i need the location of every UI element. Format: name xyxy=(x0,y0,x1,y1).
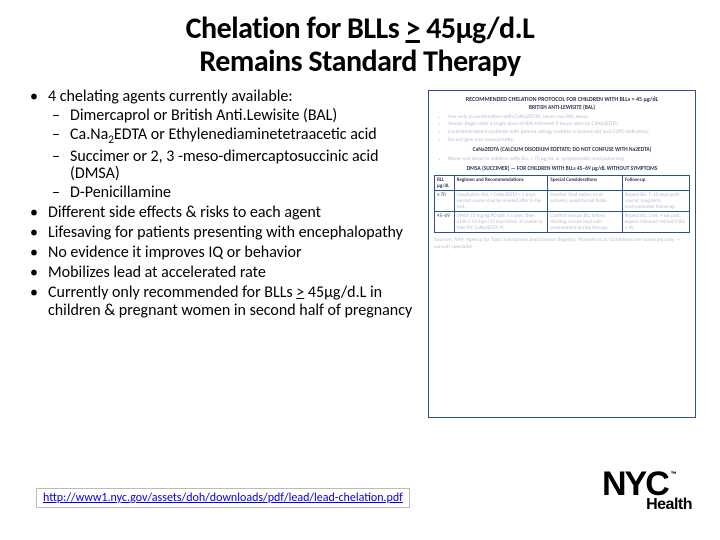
logo-nyc-text: NYC xyxy=(602,471,668,498)
title-line2: Remains Standard Therapy xyxy=(199,43,520,80)
sub-1b-post: EDTA or Ethylenediaminetetraacetic acid xyxy=(114,125,377,144)
sub-list-1: Dimercaprol or British Anti.Lewisite (BA… xyxy=(48,107,422,202)
sub-1b: Ca.Na2EDTA or Ethylenediaminetetraacetic… xyxy=(48,126,422,147)
nyc-health-logo: NYC ™ Health xyxy=(602,470,692,520)
bullet-2: Different side effects & risks to each a… xyxy=(24,204,422,222)
bullet-5: Mobilizes lead at accelerated rate xyxy=(24,264,422,282)
pn1-1: Always begin with a single dose of BAL f… xyxy=(448,121,686,128)
bullet-3: Lifesaving for patients presenting with … xyxy=(24,224,422,242)
bullet-1: 4 chelating agents currently available: … xyxy=(24,88,422,202)
pn2-0: Never use alone in children with BLL ≥ 7… xyxy=(448,156,686,163)
protocol-sub3: DMSA (SUCCIMER) — FOR CHILDREN WITH BLLs… xyxy=(434,166,690,173)
pn1-2: Contraindicated in patients with peanut … xyxy=(448,129,686,136)
logo-tm: ™ xyxy=(671,470,677,480)
table-header-row: BLL µg/dL Regimen and Recommendations Sp… xyxy=(435,175,690,190)
source-link[interactable]: http://www1.nyc.gov/assets/doh/downloads… xyxy=(36,488,410,508)
td-00: ≥ 70 xyxy=(435,190,455,211)
sub-1b-pre: Ca.Na xyxy=(70,125,108,144)
td-11: DMSA 10 mg/kg PO q8h × 5 days, then q12h… xyxy=(454,211,548,232)
bullet-4: No evidence it improves IQ or behavior xyxy=(24,244,422,262)
sub-1a: Dimercaprol or British Anti.Lewisite (BA… xyxy=(48,107,422,125)
th-3: Follow-up xyxy=(622,175,689,190)
protocol-document: RECOMMENDED CHELATION PROTOCOL FOR CHILD… xyxy=(428,90,696,418)
slide: Chelation for BLLs > 45µg/d.L Remains St… xyxy=(0,0,720,540)
content-row: 4 chelating agents currently available: … xyxy=(24,88,696,418)
th-0: BLL µg/dL xyxy=(435,175,455,190)
protocol-sub2: CaNa2EDTA (CALCIUM DISODIUM EDETATE; DO … xyxy=(434,147,690,154)
pn1-3: Do not give iron concurrently. xyxy=(448,137,686,144)
td-03: Repeat BLL 7–10 days post-course; long-t… xyxy=(622,190,689,211)
bullet-6: Currently only recommended for BLLs > 45… xyxy=(24,284,422,320)
protocol-sub1: BRITISH ANTI-LEWISITE (BAL) xyxy=(434,105,690,112)
td-01: Hospitalize; BAL + CaNa2EDTA × 5 days; s… xyxy=(454,190,548,211)
td-02: Monitor fluid status; treat seizures; av… xyxy=(548,190,622,211)
protocol-table: BLL µg/dL Regimen and Recommendations Sp… xyxy=(434,175,690,233)
th-1: Regimen and Recommendations xyxy=(454,175,548,190)
protocol-footnote: Sources: AAP; Agency for Toxic Substance… xyxy=(434,237,690,250)
td-12: Confirm venous BLL before starting; ensu… xyxy=(548,211,622,232)
title-ge: > xyxy=(405,10,419,47)
th-2: Special Considerations xyxy=(548,175,622,190)
pn1-0: Use only in combination with CaNa2EDTA; … xyxy=(448,114,686,121)
title-line1b: 45µg/d.L xyxy=(420,10,534,47)
slide-title: Chelation for BLLs > 45µg/d.L Remains St… xyxy=(24,12,696,78)
bullet-6-pre: Currently only recommended for BLLs xyxy=(48,283,296,302)
table-row: ≥ 70 Hospitalize; BAL + CaNa2EDTA × 5 da… xyxy=(435,190,690,211)
bullet-1-text: 4 chelating agents currently available: xyxy=(48,87,293,106)
sub-1d: D-Penicillamine xyxy=(48,184,422,202)
title-line1a: Chelation for BLLs xyxy=(186,10,406,47)
protocol-panel: RECOMMENDED CHELATION PROTOCOL FOR CHILD… xyxy=(428,88,696,418)
bullet-list: 4 chelating agents currently available: … xyxy=(24,88,422,320)
protocol-notes2: Never use alone in children with BLL ≥ 7… xyxy=(438,156,686,163)
table-row: 45–69 DMSA 10 mg/kg PO q8h × 5 days, the… xyxy=(435,211,690,232)
protocol-notes1: Use only in combination with CaNa2EDTA; … xyxy=(438,114,686,143)
bullet-column: 4 chelating agents currently available: … xyxy=(24,88,422,418)
sub-1c: Succimer or 2, 3 -meso-dimercaptosuccini… xyxy=(48,148,422,184)
td-13: Repeat BLL 2 wk, 4 wk post; expect rebou… xyxy=(622,211,689,232)
td-10: 45–69 xyxy=(435,211,455,232)
protocol-title: RECOMMENDED CHELATION PROTOCOL FOR CHILD… xyxy=(434,96,690,103)
